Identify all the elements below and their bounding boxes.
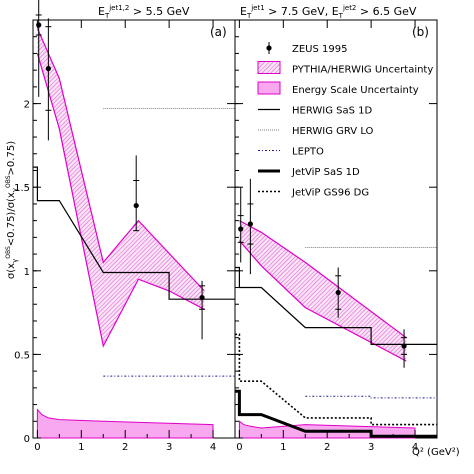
- data-point: [335, 267, 342, 318]
- legend: ZEUS 1995 PYTHIA/HERWIG Uncertainty Energy…: [257, 42, 433, 199]
- legend-item-jetvip-gs96: JetViP GS96 DG: [258, 188, 369, 199]
- y-tick-label: 0.5: [14, 350, 30, 361]
- legend-label: JetViP GS96 DG: [291, 188, 369, 199]
- y-tick-label: 1.5: [14, 183, 30, 194]
- legend-label: PYTHIA/HERWIG Uncertainty: [292, 65, 433, 76]
- model-uncertainty-band: [37, 28, 205, 347]
- x-tick-label: 3: [166, 442, 172, 453]
- panel-a: 0 1 2 3 4 0 0.5 1 1.5 2 (a) ETjet1,2 > 5.5 GeV σ(…: [5, 0, 236, 453]
- legend-label: ZEUS 1995: [292, 44, 347, 55]
- legend-swatch-marker: [266, 45, 272, 51]
- panel-a-plot: [33, 0, 235, 439]
- legend-swatch-fill: [257, 81, 281, 95]
- panel-b-ticks: 0 1 2 3 4: [235, 19, 438, 453]
- legend-item-lepto: LEPTO: [258, 147, 324, 158]
- data-marker: [199, 294, 205, 301]
- panel-b: 0 1 2 3 4 (b) ETjet1 > 7.5 GeV, ETjet2 > 6.5…: [234, 4, 460, 458]
- x-tick-label: 4: [412, 442, 418, 453]
- legend-label: JetViP SaS 1D: [291, 167, 360, 178]
- data-marker: [36, 22, 42, 28]
- panel-a-header: ETjet1,2 > 5.5 GeV: [98, 4, 190, 20]
- legend-item-herwig-sas: HERWIG SaS 1D: [258, 106, 373, 117]
- legend-item-data: ZEUS 1995: [266, 42, 347, 55]
- legend-item-model-band: PYTHIA/HERWIG Uncertainty: [257, 61, 433, 76]
- curve-lepto: [305, 395, 437, 399]
- x-tick-label: 3: [368, 442, 374, 453]
- data-point: [401, 329, 408, 368]
- x-tick-label: 0: [236, 442, 242, 453]
- data-marker: [133, 202, 139, 209]
- panel-a-ticks: 0 1 2 3 4 0 0.5 1 1.5 2: [14, 19, 236, 453]
- legend-label: LEPTO: [292, 147, 324, 158]
- data-point: [199, 280, 206, 340]
- legend-item-energy-scale: Energy Scale Uncertainty: [257, 81, 419, 96]
- panel-a-label: (a): [210, 25, 227, 39]
- legend-label: Energy Scale Uncertainty: [292, 85, 419, 96]
- curve-jetvip-gs96: [235, 333, 437, 426]
- legend-item-jetvip-sas: JetViP SaS 1D: [258, 167, 360, 178]
- x-tick-label: 2: [122, 442, 128, 453]
- legend-item-herwig-grv: HERWIG GRV LO: [258, 126, 374, 137]
- model-uncertainty-band: [239, 220, 407, 362]
- data-point: [133, 155, 140, 232]
- x-tick-label: 0: [34, 442, 40, 453]
- data-marker: [238, 226, 244, 232]
- data-marker: [335, 289, 341, 296]
- x-tick-label: 4: [210, 442, 216, 453]
- legend-label: HERWIG SaS 1D: [292, 106, 373, 117]
- panel-b-label: (b): [412, 25, 429, 39]
- model-band-lower-edge: [36, 53, 205, 348]
- y-tick-label: 2: [24, 100, 30, 111]
- data-point: [45, 18, 52, 141]
- panel-b-plot: [235, 178, 437, 439]
- y-tick-label: 1: [24, 267, 30, 278]
- data-point: [237, 187, 244, 263]
- x-tick-label: 2: [324, 442, 330, 453]
- panel-b-header: ETjet1 > 7.5 GeV, ETjet2 > 6.5 GeV: [240, 4, 417, 20]
- data-point: [247, 178, 254, 275]
- y-tick-label: 0: [24, 434, 30, 445]
- legend-label: HERWIG GRV LO: [292, 126, 374, 137]
- data-marker: [401, 343, 407, 349]
- x-axis-label: Q² (GeV²): [412, 447, 460, 458]
- y-axis-label: σ(xγOBS<0.75)/σ(xγOBS>0.75): [5, 141, 19, 279]
- legend-swatch-hatch: [257, 61, 281, 74]
- x-tick-label: 1: [280, 442, 286, 453]
- x-tick-label: 1: [78, 442, 84, 453]
- data-marker: [45, 65, 51, 72]
- curve-herwig-sas: [33, 166, 235, 300]
- data-marker: [247, 221, 253, 227]
- model-band-upper-edge: [36, 28, 205, 292]
